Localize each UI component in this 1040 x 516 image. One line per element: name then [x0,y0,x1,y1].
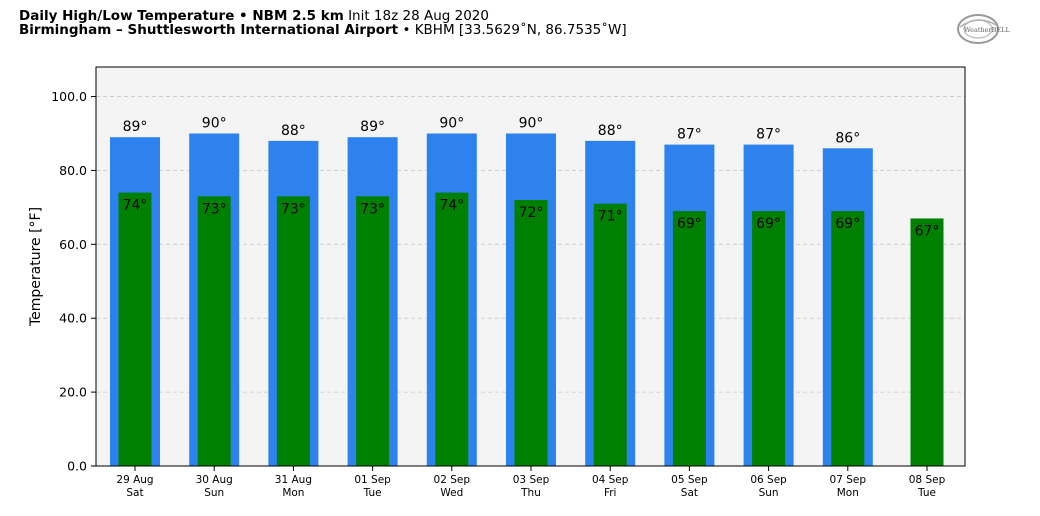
low-temp-label: 69° [835,216,860,232]
high-temp-label: 89° [123,119,148,135]
x-tick-day: Wed [440,487,463,499]
y-tick-label: 60.0 [59,237,87,252]
high-temp-label: 88° [281,123,306,139]
x-tick-date: 01 Sep [354,474,391,486]
x-tick-day: Fri [604,487,617,499]
high-temp-label: 87° [677,127,702,143]
high-temp-label: 86° [835,130,860,146]
high-temp-label: 89° [360,119,385,135]
y-tick-label: 0.0 [67,459,87,474]
station-info: • KBHM [33.5629˚N, 86.7535˚W] [402,22,627,38]
low-temp-bar [752,211,786,466]
x-tick-date: 04 Sep [592,474,629,486]
y-tick-label: 80.0 [59,163,87,178]
x-tick-date: 29 Aug [116,474,153,486]
high-temp-label: 90° [519,116,544,132]
low-temp-bar [514,200,548,466]
x-tick-day: Tue [363,487,382,499]
x-tick-day: Sat [681,487,698,499]
x-tick-day: Thu [520,487,541,499]
low-temp-label: 71° [598,209,623,225]
x-tick-day: Sun [759,487,779,499]
y-axis-label: Temperature [°F] [28,207,44,327]
x-tick-day: Mon [282,487,304,499]
x-tick-date: 02 Sep [434,474,471,486]
x-tick-date: 08 Sep [909,474,946,486]
low-temp-label: 72° [519,205,544,221]
low-temp-label: 73° [360,201,385,217]
x-tick-day: Sat [126,487,143,499]
x-tick-date: 06 Sep [750,474,787,486]
chart-title-line: Daily High/Low Temperature • NBM 2.5 km … [19,9,489,24]
low-temp-bar [197,196,231,467]
low-temp-bar [672,211,706,466]
high-temp-label: 90° [202,116,227,132]
low-temp-bar [593,203,627,466]
chart-title: Daily High/Low Temperature • NBM 2.5 km [19,8,344,24]
x-tick-day: Sun [204,487,224,499]
low-temp-label: 67° [915,223,940,239]
low-temp-label: 69° [756,216,781,232]
x-tick-date: 31 Aug [275,474,312,486]
x-tick-date: 30 Aug [196,474,233,486]
x-tick-date: 03 Sep [513,474,550,486]
x-tick-day: Mon [837,487,859,499]
low-temp-bar [356,196,390,467]
location-line: Birmingham – Shuttlesworth International… [19,23,627,38]
low-temp-label: 69° [677,216,702,232]
high-temp-label: 90° [439,116,464,132]
plot-frame [95,66,966,467]
low-temp-label: 74° [439,198,464,214]
init-time: Init 18z 28 Aug 2020 [348,8,489,24]
x-tick-day: Tue [917,487,936,499]
weatherbell-logo: WeatherBELL [957,14,1010,44]
low-temp-label: 74° [123,198,148,214]
location-name: Birmingham – Shuttlesworth International… [19,22,399,38]
x-tick-date: 07 Sep [830,474,867,486]
logo-text: WeatherBELL [964,26,1010,34]
low-temp-bar [831,211,865,466]
y-tick-label: 100.0 [51,89,87,104]
y-tick-label: 40.0 [59,311,87,326]
high-temp-label: 87° [756,127,781,143]
y-tick-label: 20.0 [59,385,87,400]
low-temp-bar [435,192,469,466]
low-temp-bar [118,192,152,466]
low-temp-bar [910,218,944,466]
x-tick-date: 05 Sep [671,474,708,486]
low-temp-label: 73° [202,201,227,217]
low-temp-bar [276,196,310,467]
high-temp-label: 88° [598,123,623,139]
low-temp-label: 73° [281,201,306,217]
